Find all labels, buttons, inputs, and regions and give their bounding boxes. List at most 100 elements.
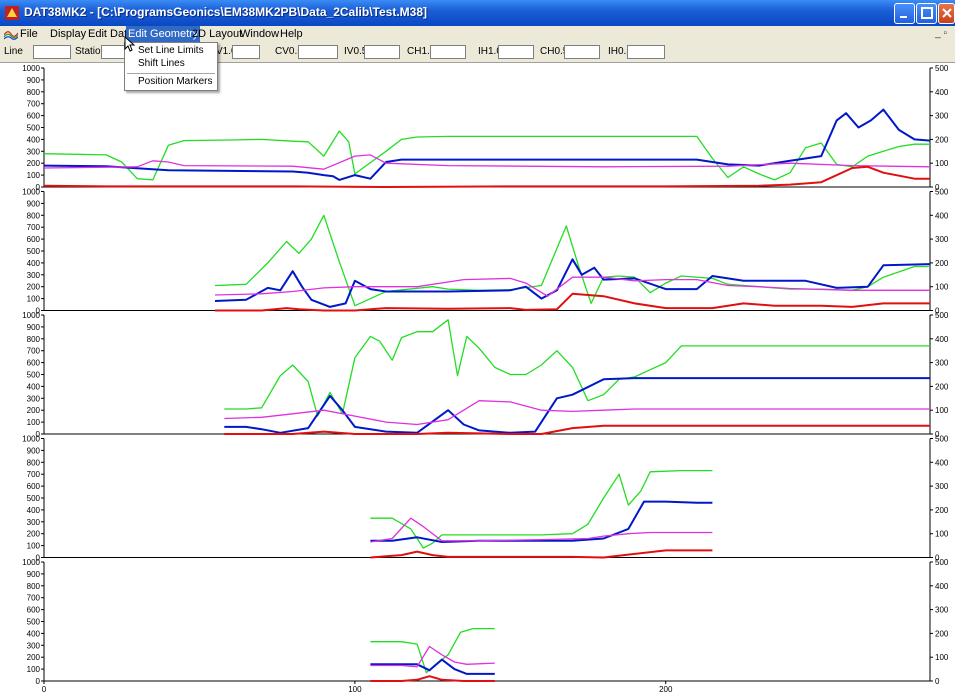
right-tick-label: 500 bbox=[935, 311, 949, 320]
right-tick-label: 200 bbox=[935, 506, 949, 515]
v10-field[interactable] bbox=[232, 45, 260, 59]
right-tick-label: 500 bbox=[935, 558, 949, 567]
series-magenta bbox=[214, 276, 930, 297]
series-red bbox=[43, 165, 930, 188]
menu-position-markers[interactable]: Position Markers bbox=[138, 76, 213, 87]
left-tick-label: 800 bbox=[27, 335, 41, 344]
left-tick-label: 500 bbox=[27, 494, 41, 503]
left-tick-label: 500 bbox=[27, 618, 41, 627]
left-tick-label: 700 bbox=[27, 223, 41, 232]
right-tick-label: 200 bbox=[935, 135, 949, 144]
left-tick-label: 400 bbox=[27, 629, 41, 638]
left-tick-label: 700 bbox=[27, 470, 41, 479]
left-tick-label: 900 bbox=[27, 76, 41, 85]
right-tick-label: 0 bbox=[935, 430, 940, 439]
left-tick-label: 100 bbox=[27, 542, 41, 551]
title-bar: DAT38MK2 - [C:\ProgramsGeonics\EM38MK2PB… bbox=[0, 0, 955, 26]
menu-edit-data[interactable]: Edit Data bbox=[88, 28, 134, 40]
iv05-field[interactable] bbox=[364, 45, 400, 59]
right-tick-label: 400 bbox=[935, 582, 949, 591]
left-tick-label: 400 bbox=[27, 135, 41, 144]
maximize-button[interactable] bbox=[916, 3, 937, 24]
left-tick-label: 900 bbox=[27, 446, 41, 455]
ih10-field[interactable] bbox=[498, 45, 534, 59]
menu-edit-geometry[interactable]: Edit Geometry bbox=[126, 26, 201, 43]
menu-2d-layout[interactable]: 2D Layout bbox=[192, 28, 243, 40]
close-button[interactable] bbox=[938, 3, 955, 24]
left-tick-label: 800 bbox=[27, 582, 41, 591]
right-tick-label: 200 bbox=[935, 382, 949, 391]
left-tick-label: 200 bbox=[27, 159, 41, 168]
series-magenta bbox=[43, 154, 931, 170]
readout-toolbar: Line Station V1.0 CV0.5 IV0.5 CH1.0 IH1.… bbox=[0, 43, 955, 63]
right-tick-label: 400 bbox=[935, 88, 949, 97]
left-tick-label: 0 bbox=[36, 677, 41, 686]
left-tick-label: 200 bbox=[27, 283, 41, 292]
right-tick-label: 300 bbox=[935, 235, 949, 244]
left-tick-label: 1000 bbox=[22, 435, 40, 444]
left-tick-label: 700 bbox=[27, 100, 41, 109]
ih05-label: IH0.5 bbox=[608, 46, 632, 57]
left-tick-label: 1000 bbox=[22, 558, 40, 567]
menu-window[interactable]: Window bbox=[240, 28, 280, 40]
left-tick-label: 300 bbox=[27, 518, 41, 527]
menu-display[interactable]: Display bbox=[50, 28, 87, 40]
right-tick-label: 0 bbox=[935, 677, 940, 686]
plot-area[interactable]: 0100200300400500600700800900100001002003… bbox=[0, 63, 955, 700]
menu-set-line-limits[interactable]: Set Line Limits bbox=[138, 45, 204, 56]
line-field[interactable] bbox=[33, 45, 71, 59]
right-tick-label: 300 bbox=[935, 359, 949, 368]
right-tick-label: 500 bbox=[935, 188, 949, 197]
left-tick-label: 300 bbox=[27, 271, 41, 280]
line-label: Line bbox=[4, 46, 23, 57]
left-tick-label: 700 bbox=[27, 347, 41, 356]
menu-separator bbox=[127, 73, 215, 74]
mouse-cursor-icon bbox=[124, 36, 136, 52]
series-green bbox=[43, 130, 930, 181]
right-tick-label: 400 bbox=[935, 458, 949, 467]
ih10-label: IH1.0 bbox=[478, 46, 502, 57]
ch05-field[interactable] bbox=[564, 45, 600, 59]
series-red bbox=[224, 424, 930, 435]
left-tick-label: 200 bbox=[27, 406, 41, 415]
document-icon bbox=[4, 31, 18, 40]
station-field[interactable] bbox=[101, 45, 125, 59]
menu-file[interactable]: File bbox=[20, 28, 38, 40]
left-tick-label: 600 bbox=[27, 112, 41, 121]
left-tick-label: 700 bbox=[27, 594, 41, 603]
series-magenta bbox=[224, 400, 930, 426]
left-tick-label: 900 bbox=[27, 570, 41, 579]
edit-geometry-dropdown: Set Line Limits Shift Lines Position Mar… bbox=[124, 42, 218, 91]
minimize-button[interactable] bbox=[894, 3, 915, 24]
series-green bbox=[370, 469, 713, 549]
left-tick-label: 1000 bbox=[22, 188, 40, 197]
x-tick-label: 0 bbox=[42, 685, 47, 694]
cv05-field[interactable] bbox=[298, 45, 338, 59]
app-icon bbox=[5, 6, 19, 20]
x-tick-label: 200 bbox=[659, 685, 673, 694]
ch10-field[interactable] bbox=[430, 45, 466, 59]
series-red bbox=[215, 292, 930, 312]
right-tick-label: 300 bbox=[935, 482, 949, 491]
ch10-label: CH1.0 bbox=[407, 46, 436, 57]
right-tick-label: 400 bbox=[935, 211, 949, 220]
right-tick-label: 200 bbox=[935, 629, 949, 638]
right-tick-label: 0 bbox=[935, 183, 940, 192]
menu-help[interactable]: Help bbox=[280, 28, 303, 40]
station-label: Station bbox=[75, 46, 107, 57]
menu-bar: File Display Edit Data Edit Geometry 2D … bbox=[0, 26, 955, 44]
right-tick-label: 200 bbox=[935, 259, 949, 268]
ih05-field[interactable] bbox=[627, 45, 665, 59]
right-tick-label: 100 bbox=[935, 159, 949, 168]
series-blue bbox=[370, 658, 495, 675]
mdi-controls[interactable]: _ ▫ bbox=[935, 28, 947, 39]
iv05-label: IV0.5 bbox=[344, 46, 368, 57]
right-tick-label: 100 bbox=[935, 653, 949, 662]
series-blue bbox=[370, 500, 713, 543]
right-tick-label: 100 bbox=[935, 530, 949, 539]
left-tick-label: 300 bbox=[27, 147, 41, 156]
left-tick-label: 0 bbox=[36, 430, 41, 439]
menu-shift-lines[interactable]: Shift Lines bbox=[138, 58, 185, 69]
left-tick-label: 600 bbox=[27, 359, 41, 368]
close-icon bbox=[942, 8, 952, 18]
